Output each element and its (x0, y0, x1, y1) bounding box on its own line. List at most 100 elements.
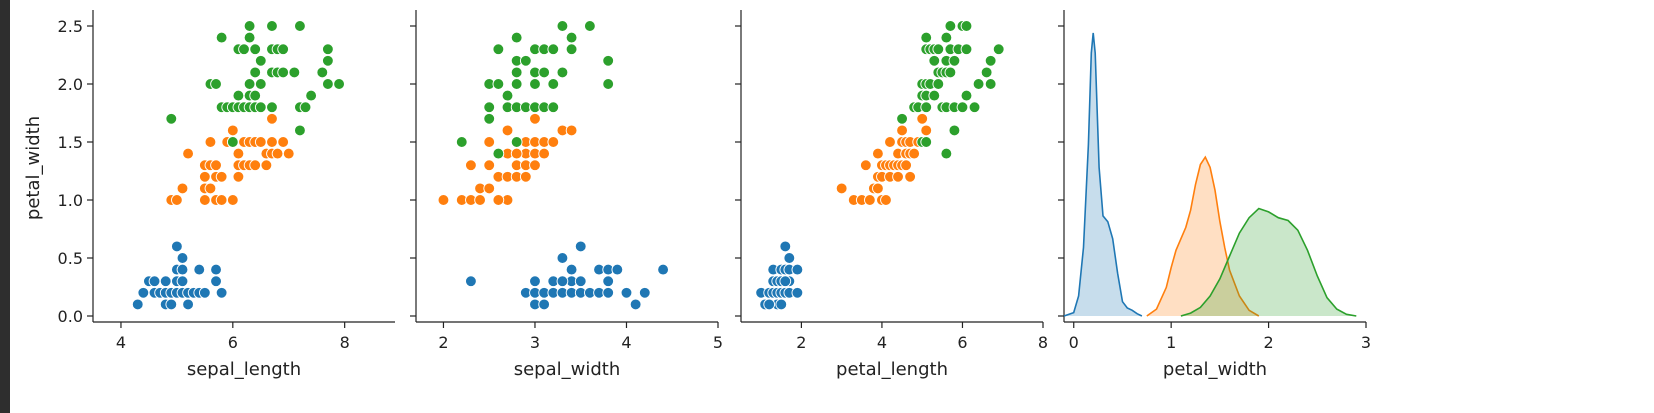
scatter-point (176, 182, 189, 195)
density-line (1063, 32, 1143, 317)
scatter-point (980, 66, 993, 79)
x-tick-label: 4 (621, 333, 631, 352)
scatter-point (884, 136, 896, 148)
density-fill (1180, 208, 1357, 316)
scatter-point (510, 31, 523, 44)
scatter-point (904, 170, 916, 183)
x-axis-label: sepal_width (514, 359, 621, 380)
scatter-point (299, 101, 312, 114)
scatter-point (956, 101, 969, 114)
panel-4: 0 1 2 3 petal_width (1058, 10, 1371, 380)
scatter-point (984, 54, 997, 67)
x-tick-label: 3 (530, 333, 540, 352)
scatter-point (501, 124, 514, 137)
x-tick-label: 4 (877, 333, 887, 352)
scatter-point (232, 170, 245, 183)
y-tick-label: 1.0 (58, 191, 83, 210)
scatter-point (791, 286, 804, 299)
scatter-point (171, 240, 183, 253)
scatter-point (137, 286, 150, 299)
scatter-point (510, 136, 523, 148)
scatter-point (960, 89, 973, 102)
scatter-point (556, 275, 569, 288)
scatter-point (492, 78, 505, 90)
scatter-point (204, 136, 217, 148)
scatter-point (920, 101, 933, 114)
x-tick-label: 3 (1361, 333, 1371, 352)
scatter-point (316, 66, 329, 79)
scatter-point (948, 124, 961, 137)
scatter-point (763, 298, 776, 311)
figure-canvas: 0.0 0.5 1.0 1.5 2.0 2.5 4 6 8 sepal_length 2 3 4 5 sep… (10, 0, 1654, 413)
panel-3: 2 4 6 8 petal_length (735, 10, 1048, 380)
scatter-point (294, 20, 306, 32)
scatter-point (547, 43, 560, 56)
scatter-point (483, 159, 496, 172)
scatter-point (465, 275, 477, 288)
scatter-point (602, 54, 615, 67)
y-tick-label: 0.0 (58, 307, 83, 326)
scatter-point (940, 31, 953, 44)
scatter-point (501, 89, 514, 102)
scatter-point (984, 78, 997, 90)
scatter-point (483, 112, 496, 125)
scatter-point (872, 182, 884, 195)
scatter-point (148, 275, 161, 288)
pairplot-row: 0.0 0.5 1.0 1.5 2.0 2.5 4 6 8 sepal_length 2 3 4 5 sep… (23, 10, 1371, 380)
scatter-point (920, 124, 933, 137)
scatter-point (864, 194, 876, 206)
scatter-point (199, 286, 211, 299)
scatter-point (266, 112, 278, 125)
scatter-point (322, 54, 334, 67)
scatter-point (165, 298, 178, 311)
density-fill (1064, 33, 1142, 316)
scatter-point (437, 194, 450, 206)
scatter-point (859, 159, 872, 172)
scatter-point (872, 147, 884, 160)
scatter-point (519, 54, 532, 67)
scatter-point (638, 286, 651, 299)
x-tick-label: 2 (1263, 333, 1273, 352)
scatter-point (657, 263, 669, 276)
scatter-point (944, 66, 957, 79)
scatter-point (547, 136, 560, 148)
scatter-point (529, 78, 541, 90)
scatter-point (510, 66, 523, 79)
y-tick-label: 2.5 (58, 17, 83, 36)
density-line (1180, 207, 1357, 317)
scatter-point (226, 136, 239, 148)
scatter-point (896, 112, 908, 125)
scatter-point (483, 182, 496, 195)
scatter-point (305, 89, 317, 102)
scatter-point (193, 263, 206, 276)
scatter-point (271, 147, 284, 160)
scatter-point (565, 31, 578, 44)
scatter-point (538, 147, 550, 160)
scatter-point (254, 136, 267, 148)
scatter-point (182, 147, 194, 160)
scatter-point (892, 170, 904, 183)
scatter-point (282, 147, 295, 160)
scatter-point (277, 66, 289, 79)
scatter-point (277, 43, 289, 56)
scatter-point (182, 298, 194, 311)
scatter-point (928, 89, 941, 102)
x-axis-label: sepal_length (187, 359, 301, 380)
scatter-point (171, 194, 183, 206)
scatter-point (243, 31, 256, 44)
scatter-point (574, 240, 587, 253)
scatter-point (538, 66, 550, 79)
x-tick-label: 2 (796, 333, 806, 352)
scatter-point (602, 78, 615, 90)
scatter-point (226, 124, 239, 137)
scatter-point (538, 298, 550, 311)
scatter-point (584, 20, 596, 32)
y-tick-label: 1.5 (58, 133, 83, 152)
scatter-point (260, 159, 273, 172)
scatter-point (529, 159, 541, 172)
scatter-point (932, 78, 945, 90)
scatter-point (249, 66, 262, 79)
scatter-point (629, 298, 642, 311)
scatter-point (574, 275, 587, 288)
scatter-point (215, 170, 228, 183)
